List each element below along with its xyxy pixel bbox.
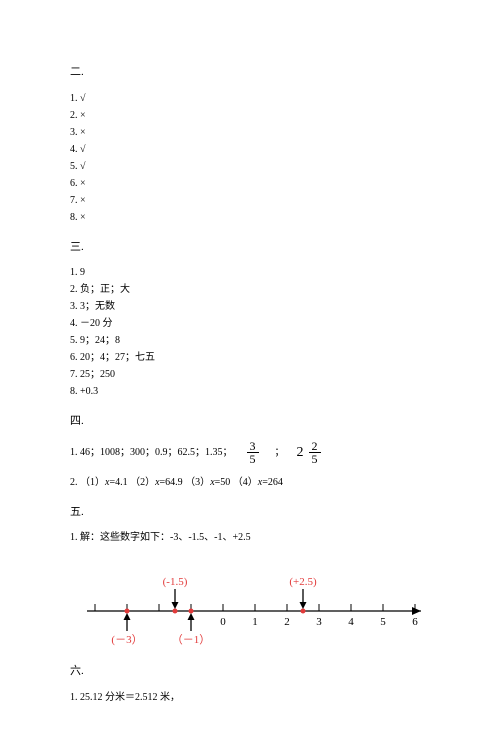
four-sep: ； [275, 445, 285, 460]
frac2-den: 5 [309, 453, 321, 465]
svg-text:(+2.5): (+2.5) [289, 576, 317, 588]
answer-line: 8. +0.3 [70, 384, 440, 399]
section-six-title: 六. [70, 663, 440, 680]
answer-line: 7. 25；250 [70, 367, 440, 382]
four-line2-text: 2. （1）x=4.1 （2）x=64.9 （3）x=50 （4）x=264 [70, 477, 283, 488]
fraction-3-5: 3 5 [247, 440, 259, 465]
svg-text:5: 5 [380, 616, 386, 628]
section-two-title: 二. [70, 64, 440, 81]
section-two-body: 1. √ 2. × 3. × 4. √ 5. √ 6. × 7. × 8. × [70, 91, 440, 225]
answer-line: 2. × [70, 108, 440, 123]
section-three-title: 三. [70, 239, 440, 256]
section-three-body: 1. 9 2. 负；正；大 3. 3；无数 4. －20 分 5. 9；24；8 6. 2… [70, 265, 440, 399]
four-line1-prefix: 1. 46；1008；300；0.9；62.5；1.35； [70, 445, 233, 460]
section-five-line1: 1. 解：这些数字如下：-3、-1.5、-1、+2.5 [70, 530, 440, 545]
svg-text:6: 6 [412, 616, 418, 628]
section-five-title: 五. [70, 504, 440, 521]
answer-line: 5. √ [70, 159, 440, 174]
frac2-num: 2 [309, 440, 321, 453]
svg-text:2: 2 [284, 616, 290, 628]
answer-line: 6. × [70, 176, 440, 191]
frac1-den: 5 [247, 453, 259, 465]
svg-text:4: 4 [348, 616, 354, 628]
answer-line: 7. × [70, 193, 440, 208]
svg-text:0: 0 [220, 616, 226, 628]
section-six-line1: 1. 25.12 分米＝2.512 米， [70, 690, 440, 705]
page-container: 二. 1. √ 2. × 3. × 4. √ 5. √ 6. × 7. × 8. × 三. 1… [0, 0, 500, 737]
fraction-2-5: 2 5 [309, 440, 321, 465]
section-four-title: 四. [70, 413, 440, 430]
svg-text:（－1）: （－1） [172, 633, 211, 646]
mixed-whole: 2 [297, 442, 304, 463]
svg-text:(-1.5): (-1.5) [163, 576, 188, 588]
mixed-2-2-5: 2 2 5 [297, 440, 325, 465]
answer-line: 1. √ [70, 91, 440, 106]
svg-text:(－3）: (－3） [111, 633, 142, 646]
frac1-num: 3 [247, 440, 259, 453]
section-four-line2: 2. （1）x=4.1 （2）x=64.9 （3）x=50 （4）x=264 [70, 475, 440, 490]
number-line-diagram: 0 1 2 3 4 5 6 (-1.5) (+2.5) (－3） （－1） [75, 559, 435, 649]
answer-line: 1. 9 [70, 265, 440, 280]
answer-line: 4. √ [70, 142, 440, 157]
answer-line: 6. 20；4；27；七五 [70, 350, 440, 365]
section-four-line1: 1. 46；1008；300；0.9；62.5；1.35； 3 5 ； 2 2 … [70, 440, 440, 465]
answer-line: 4. －20 分 [70, 316, 440, 331]
answer-line: 2. 负；正；大 [70, 282, 440, 297]
answer-line: 3. 3；无数 [70, 299, 440, 314]
svg-text:1: 1 [252, 616, 258, 628]
answer-line: 5. 9；24；8 [70, 333, 440, 348]
svg-text:3: 3 [316, 616, 322, 628]
answer-line: 3. × [70, 125, 440, 140]
answer-line: 8. × [70, 210, 440, 225]
